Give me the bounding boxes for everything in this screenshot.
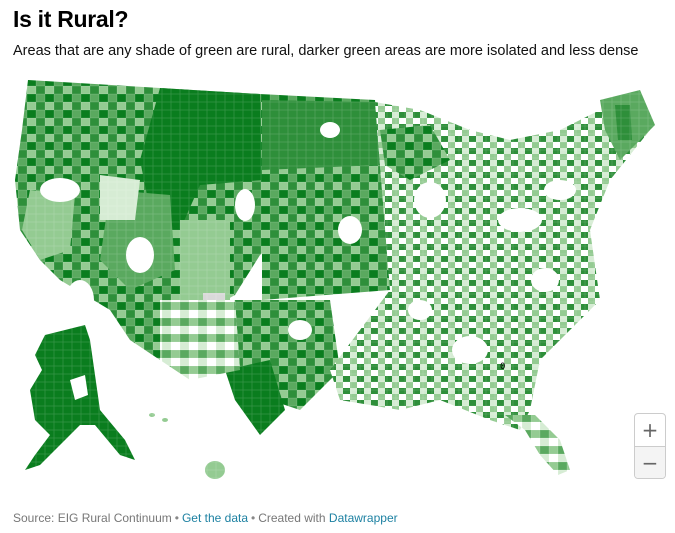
separator: • [174,511,179,525]
footer: Source: EIG Rural Continuum • Get the data… [13,511,398,525]
us-county-map[interactable] [0,70,675,490]
zoom-in-button[interactable]: + [641,418,659,442]
map-marker-label: 0 [500,362,506,372]
chart-title: Is it Rural? [13,6,129,32]
created-with-label: Created with [258,511,326,525]
chart-subtitle: Areas that are any shade of green are ru… [13,43,639,59]
separator: • [251,511,256,525]
zoom-out-button[interactable]: − [635,446,665,478]
get-data-link[interactable]: Get the data [181,511,248,525]
zoom-controls: + − [634,413,666,479]
datawrapper-link[interactable]: Datawrapper [328,511,398,525]
source-label: Source: EIG Rural Continuum [13,511,172,525]
county-borders [0,70,675,490]
